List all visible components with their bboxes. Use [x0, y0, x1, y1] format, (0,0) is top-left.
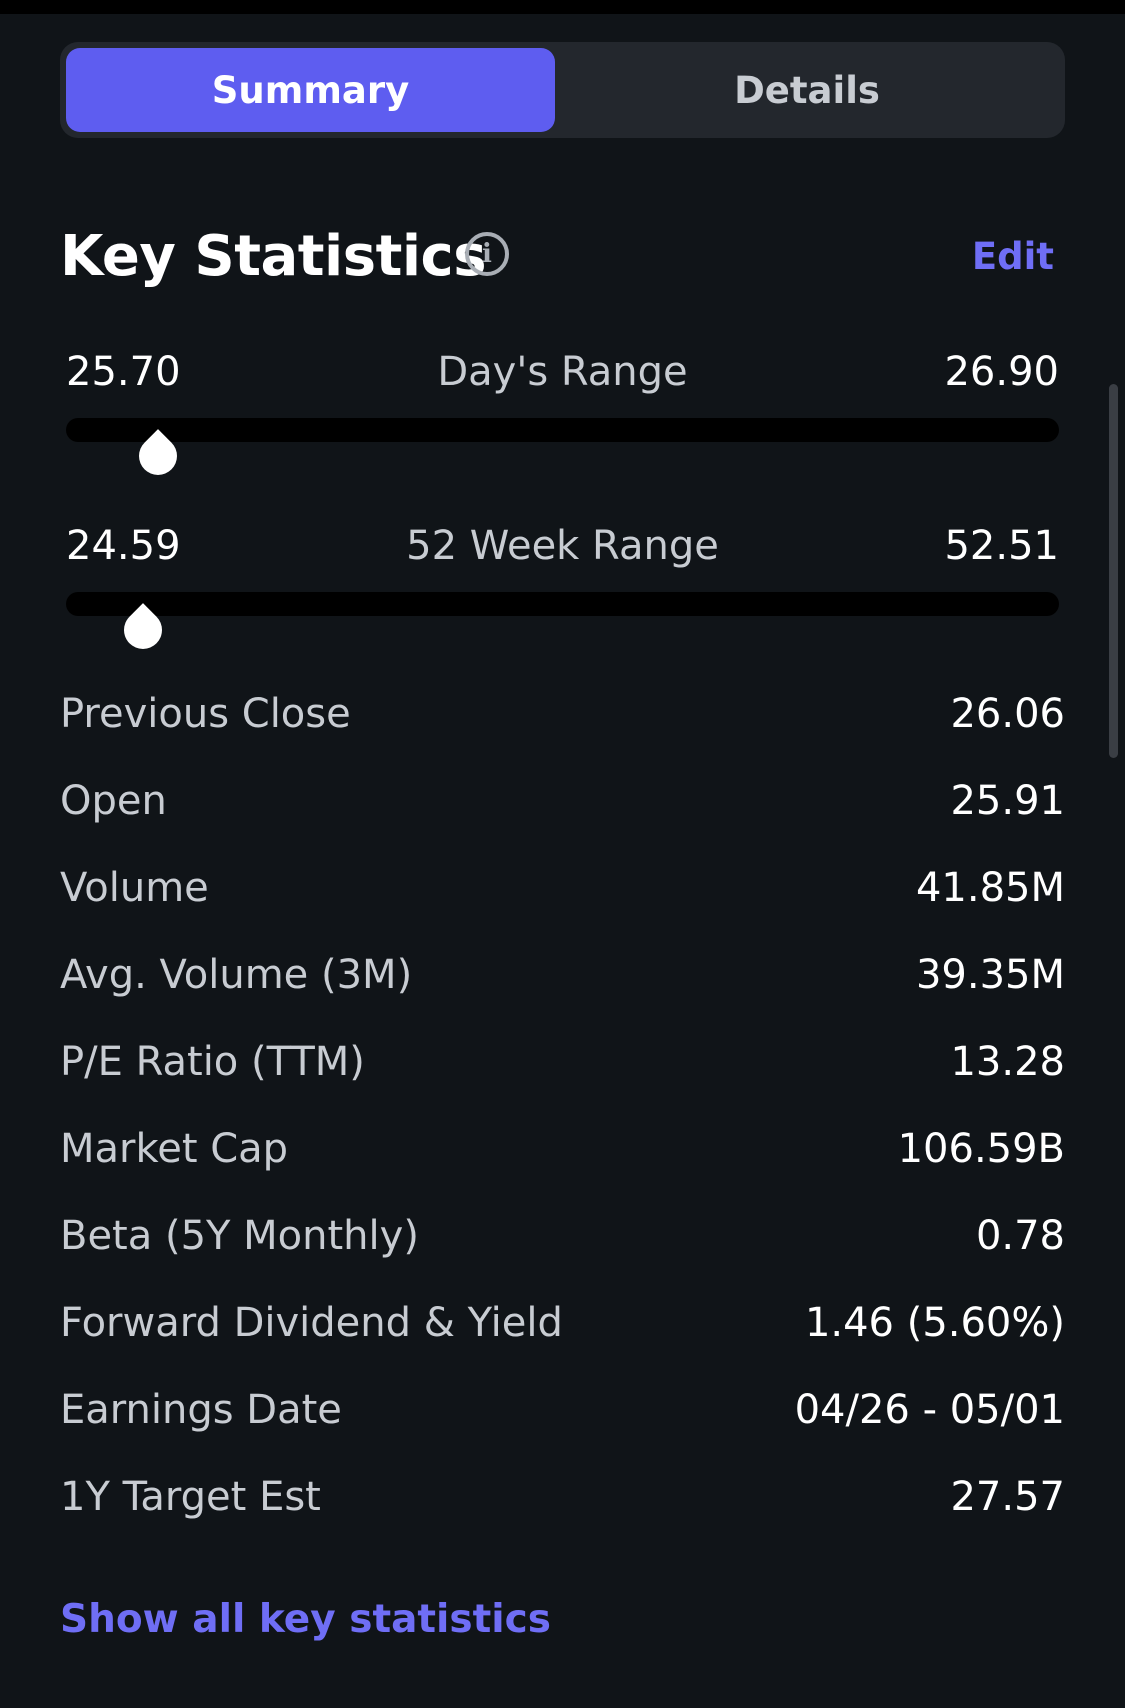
stat-row: Open 25.91	[60, 763, 1065, 850]
stat-label: Forward Dividend & Yield	[60, 1300, 563, 1346]
tab-summary[interactable]: Summary	[66, 48, 555, 132]
stat-row: 1Y Target Est 27.57	[60, 1459, 1065, 1546]
stat-label: Previous Close	[60, 691, 351, 737]
tab-details[interactable]: Details	[734, 68, 880, 112]
status-bar-strip	[0, 0, 1125, 14]
stat-value: 106.59B	[897, 1126, 1065, 1172]
edit-button[interactable]: Edit	[971, 235, 1054, 278]
stat-label: Avg. Volume (3M)	[60, 952, 413, 998]
scrollbar[interactable]	[1109, 384, 1118, 758]
stat-label: 1Y Target Est	[60, 1474, 321, 1520]
key-statistics-list: Previous Close 26.06 Open 25.91 Volume 41.85M…	[60, 676, 1065, 1546]
week52-range-track	[66, 592, 1059, 616]
stat-row: Avg. Volume (3M) 39.35M	[60, 937, 1065, 1024]
days-range-label: Day's Range	[437, 349, 688, 395]
stat-row: Earnings Date 04/26 - 05/01	[60, 1372, 1065, 1459]
show-all-key-statistics-link[interactable]: Show all key statistics	[60, 1597, 551, 1642]
days-range-low: 25.70	[66, 349, 181, 395]
stat-row: Volume 41.85M	[60, 850, 1065, 937]
stat-value: 26.06	[950, 691, 1065, 737]
stat-row: Previous Close 26.06	[60, 676, 1065, 763]
stat-row: Market Cap 106.59B	[60, 1111, 1065, 1198]
stat-row: P/E Ratio (TTM) 13.28	[60, 1024, 1065, 1111]
section-title: Key Statistics	[60, 224, 487, 289]
stat-label: Market Cap	[60, 1126, 289, 1172]
stat-value: 39.35M	[915, 952, 1065, 998]
stat-value: 0.78	[975, 1213, 1065, 1259]
stat-value: 25.91	[950, 778, 1065, 824]
stat-row: Beta (5Y Monthly) 0.78	[60, 1198, 1065, 1285]
stat-label: Volume	[60, 865, 209, 911]
summary-details-toggle: Summary Details	[60, 42, 1065, 138]
stat-label: P/E Ratio (TTM)	[60, 1039, 365, 1085]
stat-value: 41.85M	[915, 865, 1065, 911]
days-range-high: 26.90	[944, 349, 1059, 395]
stat-label: Earnings Date	[60, 1387, 342, 1433]
stat-label: Beta (5Y Monthly)	[60, 1213, 419, 1259]
stat-value: 13.28	[950, 1039, 1065, 1085]
week52-range-high: 52.51	[944, 523, 1059, 569]
week52-range-label: 52 Week Range	[406, 523, 719, 569]
info-icon[interactable]: i	[465, 232, 509, 276]
stat-value: 1.46 (5.60%)	[804, 1300, 1065, 1346]
stat-label: Open	[60, 778, 167, 824]
days-range-track	[66, 418, 1059, 442]
stat-row: Forward Dividend & Yield 1.46 (5.60%)	[60, 1285, 1065, 1372]
week52-range-low: 24.59	[66, 523, 181, 569]
stat-value: 04/26 - 05/01	[794, 1387, 1065, 1433]
stat-value: 27.57	[950, 1474, 1065, 1520]
